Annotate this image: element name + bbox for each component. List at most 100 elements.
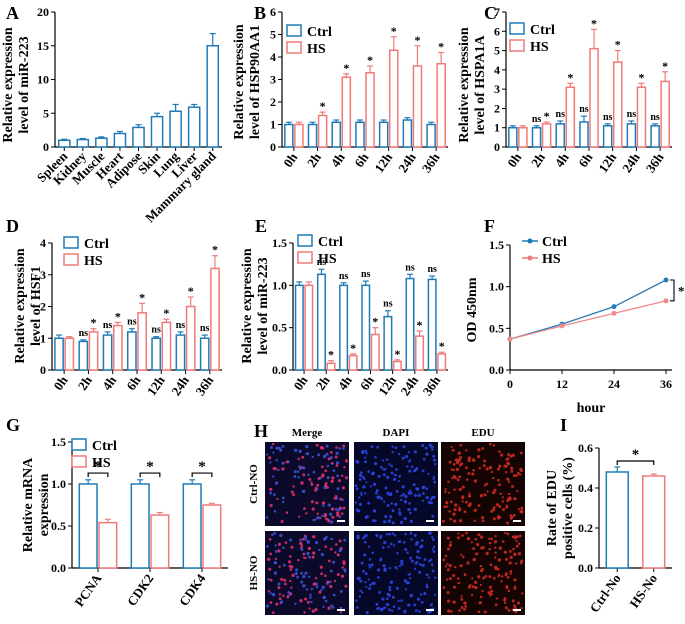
panel-h-cell-dot [309, 596, 312, 599]
panel-c-y-label-line: level of HSPA1A [473, 34, 488, 134]
panel-h-cell-dot [395, 586, 399, 590]
panel-h-cell-dot [383, 500, 386, 503]
panel-b-sig-mark: * [414, 33, 420, 47]
panel-c-sig-mark: * [662, 59, 668, 73]
panel-h-cell-dot [279, 533, 283, 537]
panel-e-bar-ctrl [405, 277, 415, 371]
panel-d-x-tick-label: 12h [144, 372, 168, 398]
panel-h-cell-dot [336, 474, 339, 478]
panel-h-cell-dot [493, 506, 496, 509]
panel-e-ns-mark: ns [317, 257, 327, 268]
panel-g-label: G [6, 415, 20, 435]
panel-h-cell-dot [322, 605, 325, 609]
panel-h-cell-dot [271, 592, 276, 597]
panel-h-cell-dot [467, 456, 471, 460]
panel-h-cell-dot [318, 516, 322, 520]
panel-c-y-tick-label: 1 [494, 121, 500, 135]
panel-b-bar-ctrl [331, 121, 342, 148]
panel-h-cell-dot [300, 544, 304, 547]
panel-h-cell-dot [456, 478, 460, 482]
panel-h-cell-dot [323, 574, 327, 578]
panel-f-point-ctrl [663, 277, 669, 283]
panel-e-x-tick-label: 4h [335, 372, 356, 392]
panel-e-y-tick-label: 0.5 [272, 321, 287, 335]
panel-h-cell-dot [302, 466, 306, 470]
panel-h-cell-dot [413, 507, 417, 512]
panel-d-ns-mark: ns [103, 320, 113, 331]
panel-h-cell-dot [483, 459, 487, 463]
panel-h-cell-dot [340, 611, 343, 614]
panel-h-cell-dot [454, 477, 458, 480]
panel-h-cell-dot [410, 559, 414, 563]
panel-h-cell-dot [382, 564, 386, 568]
panel-c-bar-hs [636, 86, 647, 148]
panel-h-cell-dot [302, 552, 306, 556]
panel-h-cell-dot [420, 539, 424, 542]
panel-h-cell-dot [383, 568, 387, 573]
panel-h-cell-dot [287, 591, 291, 595]
panel-h-cell-dot [391, 450, 394, 454]
panel-h-cell-dot [376, 607, 380, 611]
panel-h-cell-dot [386, 475, 390, 479]
panel-e-legend-label-hs: HS [318, 252, 337, 267]
panel-h-cell-dot [446, 591, 450, 595]
panel-h-cell-dot [339, 497, 343, 501]
panel-h-cell-dot [499, 492, 502, 496]
panel-h-cell-dot [499, 453, 504, 457]
panel-f-y-tick-label: 0.0 [489, 363, 504, 377]
panel-f-y-tick-label: 0.5 [489, 321, 504, 335]
panel-h-cell-dot [329, 520, 334, 524]
panel-h-cell-dot [281, 496, 285, 500]
panel-h-cell-dot [340, 574, 345, 578]
panel-h-image-bg [265, 442, 349, 526]
panel-h-cell-dot [358, 502, 362, 506]
panel-h-cell-dot [515, 474, 519, 477]
panel-h-cell-dot [358, 595, 362, 598]
panel-h-cell-dot [457, 536, 460, 540]
panel-h-cell-dot [468, 492, 471, 495]
panel-h-cell-dot [325, 485, 329, 489]
panel-b-y-tick-label: 5 [270, 28, 276, 42]
panel-h-cell-dot [493, 488, 497, 492]
panel-b-x-tick-label: 36h [419, 149, 443, 175]
panel-d-y-label: Relative expressionlevel of HSF1 [13, 248, 44, 363]
panel-h-cell-dot [369, 583, 372, 587]
panel-f-y-tick-label: 1.0 [489, 280, 504, 294]
panel-h-cell-dot [393, 534, 397, 537]
panel-h-cell-dot [409, 519, 413, 524]
panel-d-bar-hs [161, 321, 172, 371]
panel-c-label: C [484, 3, 497, 23]
panel-h-cell-dot [281, 462, 285, 465]
panel-e-ns-mark: ns [405, 262, 415, 273]
panel-h-cell-dot [496, 478, 500, 482]
panel-h-cell-dot [409, 593, 413, 598]
panel-d-bar-ctrl [151, 337, 162, 371]
panel-h-cell-dot [403, 579, 407, 583]
panel-h-cell-dot [406, 465, 409, 468]
panel-h-cell-dot [341, 486, 345, 490]
panel-f-legend-label-ctrl: Ctrl [542, 235, 567, 250]
panel-h-cell-dot [298, 468, 302, 471]
panel-h-cell-dot [398, 564, 402, 568]
panel-h-cell-dot [501, 496, 505, 499]
panel-h-cell-dot [315, 501, 319, 505]
panel-g-y-tick-label: 0.0 [51, 561, 66, 575]
panel-e-sig-mark: * [350, 341, 356, 355]
panel-h-cell-dot [314, 608, 318, 612]
panel-h-cell-dot [269, 601, 273, 604]
panel-h-cell-dot [290, 490, 294, 494]
panel-h-cell-dot [402, 541, 406, 544]
panel-h-cell-dot [381, 546, 385, 549]
panel-h-cell-dot [329, 450, 333, 454]
panel-h-cell-dot [401, 456, 405, 460]
panel-h-cell-dot [403, 500, 408, 504]
panel-h-cell-dot [368, 558, 372, 561]
panel-h-cell-dot [322, 454, 327, 459]
panel-h-cell-dot [305, 588, 309, 591]
panel-h-cell-dot [375, 602, 379, 606]
panel-c-y-tick-label: 5 [494, 44, 500, 58]
panel-h-cell-dot [269, 487, 273, 492]
panel-h-cell-dot [454, 565, 457, 569]
panel-h-cell-dot [460, 598, 464, 601]
panel-h-cell-dot [382, 459, 385, 462]
